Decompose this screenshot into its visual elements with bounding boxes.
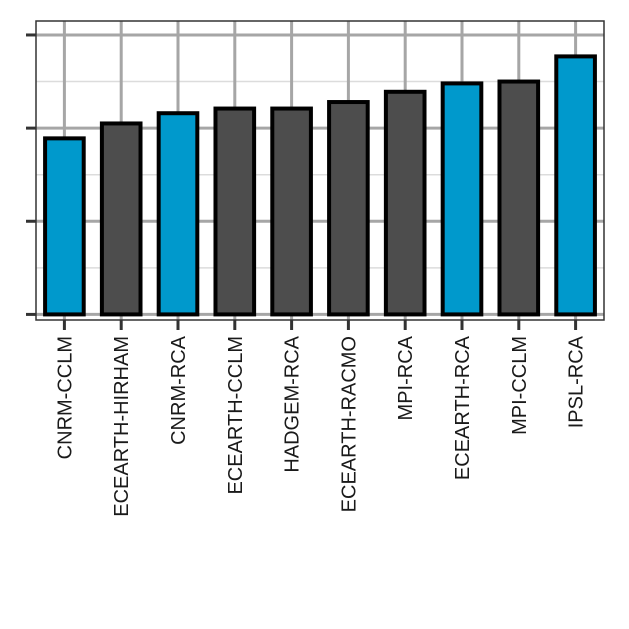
plot-panel-border — [35, 20, 605, 321]
x-axis-tick-labels: CNRM-CCLM ECEARTH-HIRHAM CNRM-RCA ECEARTH-C… — [54, 335, 587, 516]
bar-cnrm-rca — [156, 111, 200, 317]
bar-hadgem-rca — [270, 106, 313, 317]
x-tick-label: ECEARTH-RACMO — [338, 336, 360, 512]
x-tick-label: HADGEM-RCA — [282, 335, 304, 472]
x-tick-label: ECEARTH-CCLM — [225, 336, 247, 495]
x-tick-label: ECEARTH-RCA — [452, 335, 474, 480]
bar-mpi-rca — [383, 89, 427, 317]
x-tick-label: CNRM-CCLM — [54, 336, 76, 459]
x-tick-label: MPI-CCLM — [509, 336, 531, 435]
bars — [43, 54, 597, 317]
x-tick-label: CNRM-RCA — [168, 335, 190, 445]
x-tick-label: ECEARTH-HIRHAM — [111, 336, 133, 517]
x-tick-label: MPI-RCA — [395, 335, 417, 420]
bar-ecearth-cclm — [213, 106, 257, 317]
axis-ticks — [26, 33, 578, 330]
bar-mpi-cclm — [497, 79, 541, 317]
bar-ecearth-racmo — [327, 100, 370, 317]
bar-ecearth-hirham — [99, 121, 143, 317]
bar-ipsl-rca — [554, 54, 597, 317]
x-tick-label: IPSL-RCA — [566, 335, 588, 428]
bar-ecearth-rca — [440, 81, 484, 317]
bar-cnrm-cclm — [43, 136, 86, 317]
